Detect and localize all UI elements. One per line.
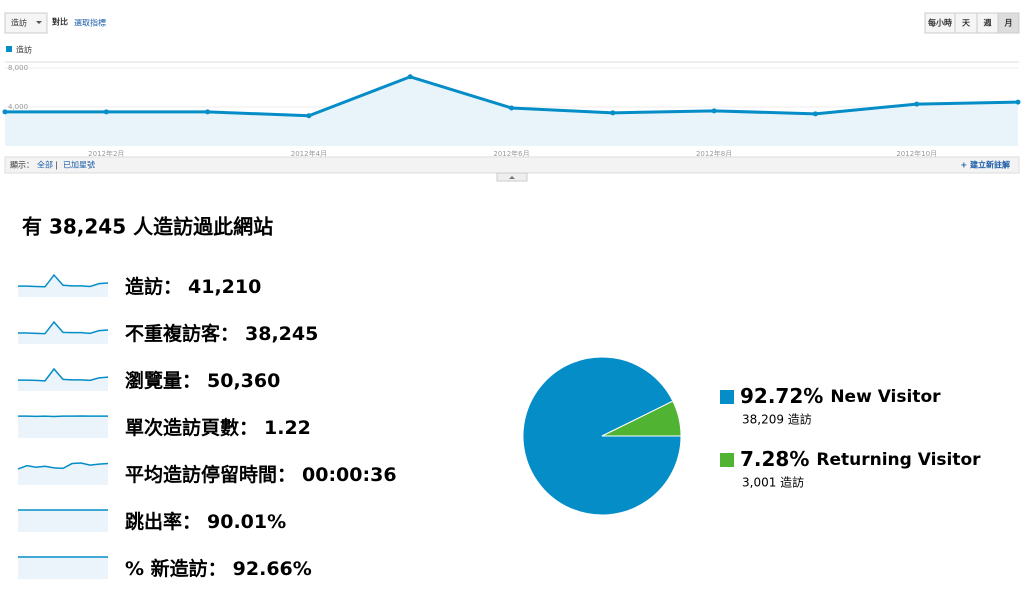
point [103, 109, 109, 115]
area-fill [5, 76, 1018, 146]
point [1015, 99, 1021, 105]
line-chart: 8,000 4,000 2012年2月 2012年4月 2012年6月 2012年8月 20… [2, 64, 1021, 158]
metric: % 新造訪： 92.66% [125, 557, 312, 580]
legend-detail: 38,209 造訪 [742, 412, 812, 427]
metric-label: 瀏覽量： [125, 369, 201, 392]
x-tick-label: 2012年6月 [493, 149, 529, 158]
point [205, 109, 211, 115]
sparkline [18, 320, 109, 335]
metric: 造訪： 41,210 [125, 275, 261, 298]
collapse-arrow [509, 176, 515, 179]
point [407, 74, 413, 80]
period-label: 天 [962, 19, 971, 28]
sparkline [18, 415, 108, 418]
metric-label: 造訪： [125, 275, 182, 298]
metric-value: 1.22 [264, 417, 311, 439]
x-tick-label: 2012年8月 [696, 149, 732, 158]
annotation-bar [4, 156, 1020, 174]
period-label: 週 [984, 19, 992, 28]
point [711, 108, 717, 114]
point [306, 113, 312, 119]
legend-entry: 7.28% Returning Visitor [740, 447, 981, 471]
metric-value: 90.01% [207, 511, 286, 533]
metrics: 造訪： 41,210 不重複訪客： 38,245 瀏覽量： 50,360 單次造訪頁數： 1.… [17, 273, 397, 580]
point [610, 110, 616, 116]
metric-value: 41,210 [188, 276, 261, 298]
legend-name: Returning Visitor [816, 450, 981, 470]
compare-label: 對比 [52, 17, 68, 27]
legend-name: New Visitor [830, 387, 941, 407]
metric-label: % 新造訪： [125, 557, 227, 580]
legend-swatch [720, 390, 734, 404]
x-tick-label: 2012年4月 [291, 149, 327, 158]
legend-swatch [6, 46, 12, 52]
period-label: 月 [1004, 19, 1013, 28]
sparkline [17, 462, 109, 470]
dropdown-label: 造訪 [11, 18, 27, 28]
show-label: 顯示： [10, 161, 34, 170]
period-buttons: 每小時 天 週 月 [924, 12, 1020, 34]
metric-label: 不重複訪客： [125, 322, 239, 345]
legend-percent: 92.72% [740, 384, 823, 408]
pie-chart: 92.72% New Visitor 38,209 造訪 7.28% Returning… [522, 356, 981, 516]
metric-value: 50,360 [207, 370, 280, 392]
y-tick-label: 4,000 [8, 103, 28, 111]
create-annotation[interactable]: + 建立新註解 [961, 160, 1011, 170]
dropdown-arrow [36, 21, 42, 24]
filter-starred[interactable]: 已加星號 [63, 160, 95, 170]
metric: 跳出率： 90.01% [125, 510, 286, 533]
sparkline-fill [18, 463, 108, 485]
metric-value: 00:00:36 [302, 464, 397, 486]
legend-swatch [720, 453, 734, 467]
point [812, 111, 818, 117]
period-button[interactable] [997, 12, 1020, 34]
sparkline-fill [18, 275, 108, 297]
x-tick-label: 2012年10月 [896, 149, 937, 158]
filter-all[interactable]: 全部 [37, 160, 53, 170]
legend-entry: 92.72% New Visitor [740, 384, 941, 408]
legend-detail: 3,001 造訪 [742, 475, 804, 490]
point [509, 105, 514, 111]
legend-percent: 7.28% [740, 447, 809, 471]
metric-label: 單次造訪頁數： [125, 416, 258, 439]
pie-slice [601, 400, 682, 437]
x-tick-label: 2012年2月 [88, 149, 124, 158]
point [2, 109, 8, 115]
sparkline [18, 367, 109, 382]
metric-value: 38,245 [245, 323, 318, 345]
legend-label: 造訪 [16, 45, 32, 55]
select-metric[interactable]: 選取指標 [74, 18, 106, 28]
metric: 平均造訪停留時間： 00:00:36 [125, 463, 397, 486]
metric-value: 92.66% [233, 558, 312, 580]
metric: 不重複訪客： 38,245 [125, 322, 318, 345]
point [914, 101, 920, 107]
period-label: 每小時 [928, 18, 952, 28]
sparkline [18, 273, 109, 288]
sparkline-fill [18, 557, 108, 579]
metric-label: 平均造訪停留時間： [125, 463, 296, 486]
y-tick-label: 8,000 [8, 64, 28, 72]
sparkline-fill [18, 510, 108, 532]
sparkline-fill [18, 416, 108, 438]
metric: 瀏覽量： 50,360 [125, 369, 280, 392]
metric: 單次造訪頁數： 1.22 [125, 416, 311, 439]
dropdown[interactable] [4, 12, 48, 34]
summary-title: 有 38,245 人造訪過此網站 [22, 215, 273, 239]
metric-label: 跳出率： [125, 510, 201, 533]
separator: | [55, 161, 58, 170]
